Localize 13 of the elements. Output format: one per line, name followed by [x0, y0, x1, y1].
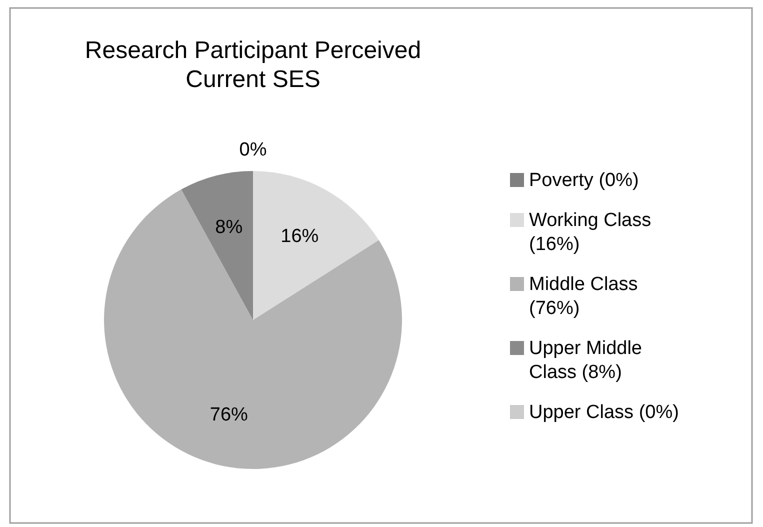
chart-title: Research Participant Perceived Current SES	[84, 37, 422, 93]
legend-label: Middle Class (76%)	[529, 274, 638, 319]
pie-slice	[253, 171, 379, 320]
legend-label: Upper Middle Class (8%)	[529, 338, 642, 383]
pie-slice	[104, 189, 402, 469]
legend-label: Poverty (0%)	[529, 170, 639, 191]
data-label: 76%	[210, 404, 248, 426]
data-label: 16%	[280, 226, 319, 247]
data-label: 8%	[215, 216, 243, 238]
pie-slice	[181, 171, 253, 320]
legend-label: Working Class (16%)	[529, 210, 652, 255]
legend-label: Upper Class (0%)	[529, 402, 679, 423]
text: 0%	[239, 140, 267, 161]
